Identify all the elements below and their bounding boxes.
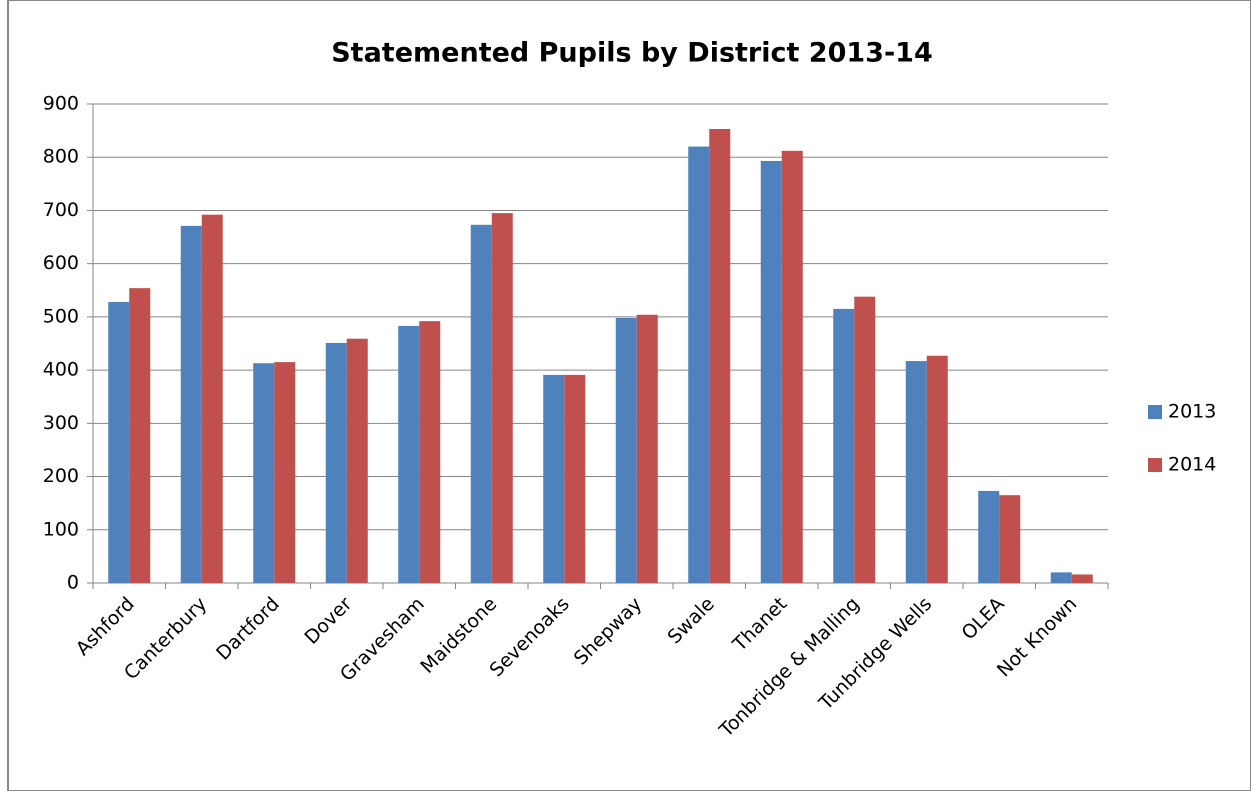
bar xyxy=(709,129,731,583)
bar xyxy=(180,225,202,583)
bar xyxy=(781,150,803,583)
y-tick-label: 0 xyxy=(67,572,79,594)
bar xyxy=(543,374,565,583)
bar xyxy=(833,308,855,583)
bar xyxy=(760,160,782,583)
bar xyxy=(491,213,513,583)
bar xyxy=(636,314,658,583)
y-tick-label: 700 xyxy=(43,199,79,221)
legend-swatch xyxy=(1148,405,1162,419)
y-tick-label: 600 xyxy=(43,252,79,274)
bar xyxy=(108,301,130,583)
bar xyxy=(999,495,1021,583)
legend-label: 2014 xyxy=(1168,454,1216,476)
bar xyxy=(854,296,876,583)
bar xyxy=(274,362,296,583)
bar xyxy=(346,338,368,583)
bar xyxy=(253,363,275,583)
y-tick-label: 400 xyxy=(43,359,79,381)
bar xyxy=(398,325,420,583)
y-tick-label: 500 xyxy=(43,305,79,327)
bar xyxy=(905,361,927,583)
bar xyxy=(419,321,441,583)
legend-label: 2013 xyxy=(1168,401,1216,423)
bar xyxy=(688,146,710,584)
bar xyxy=(201,214,223,584)
bar xyxy=(325,342,347,583)
bar xyxy=(978,490,1000,583)
bar xyxy=(926,355,948,583)
y-tick-label: 900 xyxy=(43,93,79,115)
bar xyxy=(129,288,151,583)
y-tick-label: 100 xyxy=(43,518,79,540)
y-tick-label: 800 xyxy=(43,146,79,168)
bar xyxy=(615,317,637,583)
bar xyxy=(564,374,586,583)
chart-title: Statemented Pupils by District 2013-14 xyxy=(331,38,933,69)
y-tick-label: 300 xyxy=(43,412,79,434)
bar xyxy=(1071,574,1093,583)
y-tick-label: 200 xyxy=(43,465,79,487)
bar xyxy=(1050,572,1072,583)
legend-swatch xyxy=(1148,458,1162,472)
bar xyxy=(470,224,492,583)
